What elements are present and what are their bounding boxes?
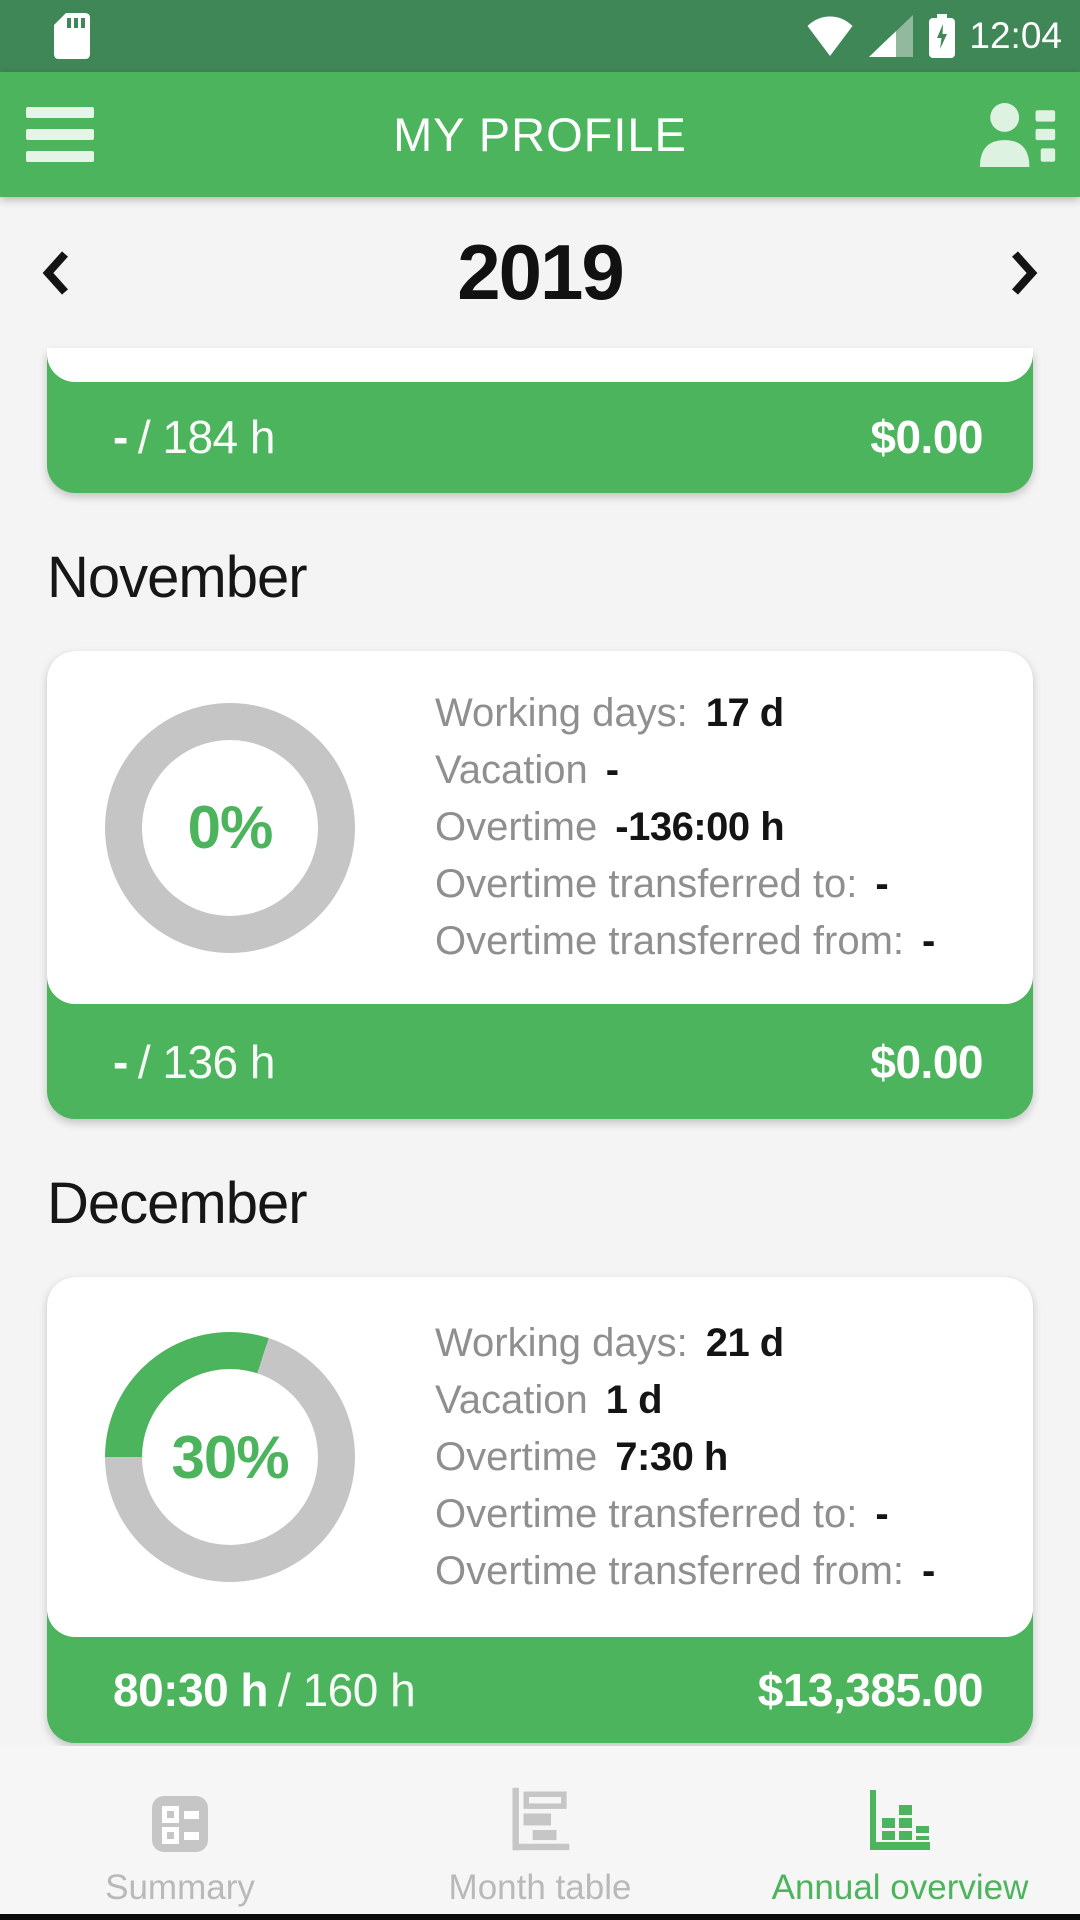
nav-tab-annual-overview[interactable]: Annual overview (720, 1772, 1080, 1914)
progress-percent: 0% (187, 794, 274, 861)
year-label: 2019 (457, 228, 625, 316)
month-heading-december: December (47, 1171, 308, 1236)
month-card-partial[interactable]: -/ 184 h $0.00 (47, 348, 1033, 493)
screen-bottom-edge (0, 1914, 1080, 1920)
month-table-icon (507, 1772, 573, 1852)
app-bar: MY PROFILE (0, 72, 1080, 197)
month-heading-november: November (47, 545, 308, 610)
previous-year-chevron-icon[interactable] (38, 246, 74, 300)
summary-grid-icon (152, 1772, 208, 1852)
hours-summary: 80:30 h/ 160 h (113, 1664, 416, 1716)
card-footer: 80:30 h/ 160 h $13,385.00 (47, 1637, 1033, 1743)
hours-summary: -/ 184 h (113, 411, 276, 463)
contacts-profile-icon[interactable] (976, 101, 1056, 169)
month-card-december[interactable]: 30% Working days: 21 d Vacation 1 d Overti… (47, 1277, 1033, 1743)
month-details: Working days: 17 d Vacation - Overtime -136… (435, 691, 935, 963)
card-body: 0% Working days: 17 d Vacation - Overtime -… (47, 651, 1033, 1004)
nav-tab-month-table[interactable]: Month table (360, 1772, 720, 1914)
earnings-amount: $0.00 (870, 411, 983, 463)
wifi-icon (805, 15, 855, 57)
card-footer: -/ 136 h $0.00 (47, 1004, 1033, 1119)
page-title: MY PROFILE (393, 108, 687, 161)
hours-summary: -/ 136 h (113, 1035, 276, 1088)
earnings-amount: $0.00 (870, 1035, 983, 1088)
cell-signal-icon (869, 15, 915, 57)
card-body-cutoff (47, 348, 1033, 382)
progress-donut: 30% (105, 1332, 355, 1582)
month-details: Working days: 21 d Vacation 1 d Overtime 7:… (435, 1320, 935, 1593)
progress-donut: 0% (105, 702, 355, 953)
status-time: 12:04 (969, 15, 1062, 56)
battery-charging-icon (929, 14, 956, 58)
bottom-navigation: Summary Month table (0, 1746, 1080, 1914)
hamburger-menu-icon[interactable] (24, 101, 96, 168)
year-navigation: 2019 (0, 197, 1080, 348)
earnings-amount: $13,385.00 (757, 1664, 984, 1716)
sd-card-icon (54, 13, 90, 59)
card-body: 30% Working days: 21 d Vacation 1 d Overti… (47, 1277, 1033, 1637)
status-bar: 12:04 (0, 0, 1080, 72)
nav-tab-summary[interactable]: Summary (0, 1772, 360, 1914)
annual-overview-icon (868, 1772, 932, 1852)
next-year-chevron-icon[interactable] (1006, 246, 1042, 300)
month-card-november[interactable]: 0% Working days: 17 d Vacation - Overtime -… (47, 651, 1033, 1119)
card-footer: -/ 184 h $0.00 (47, 381, 1033, 493)
progress-percent: 30% (171, 1423, 289, 1491)
